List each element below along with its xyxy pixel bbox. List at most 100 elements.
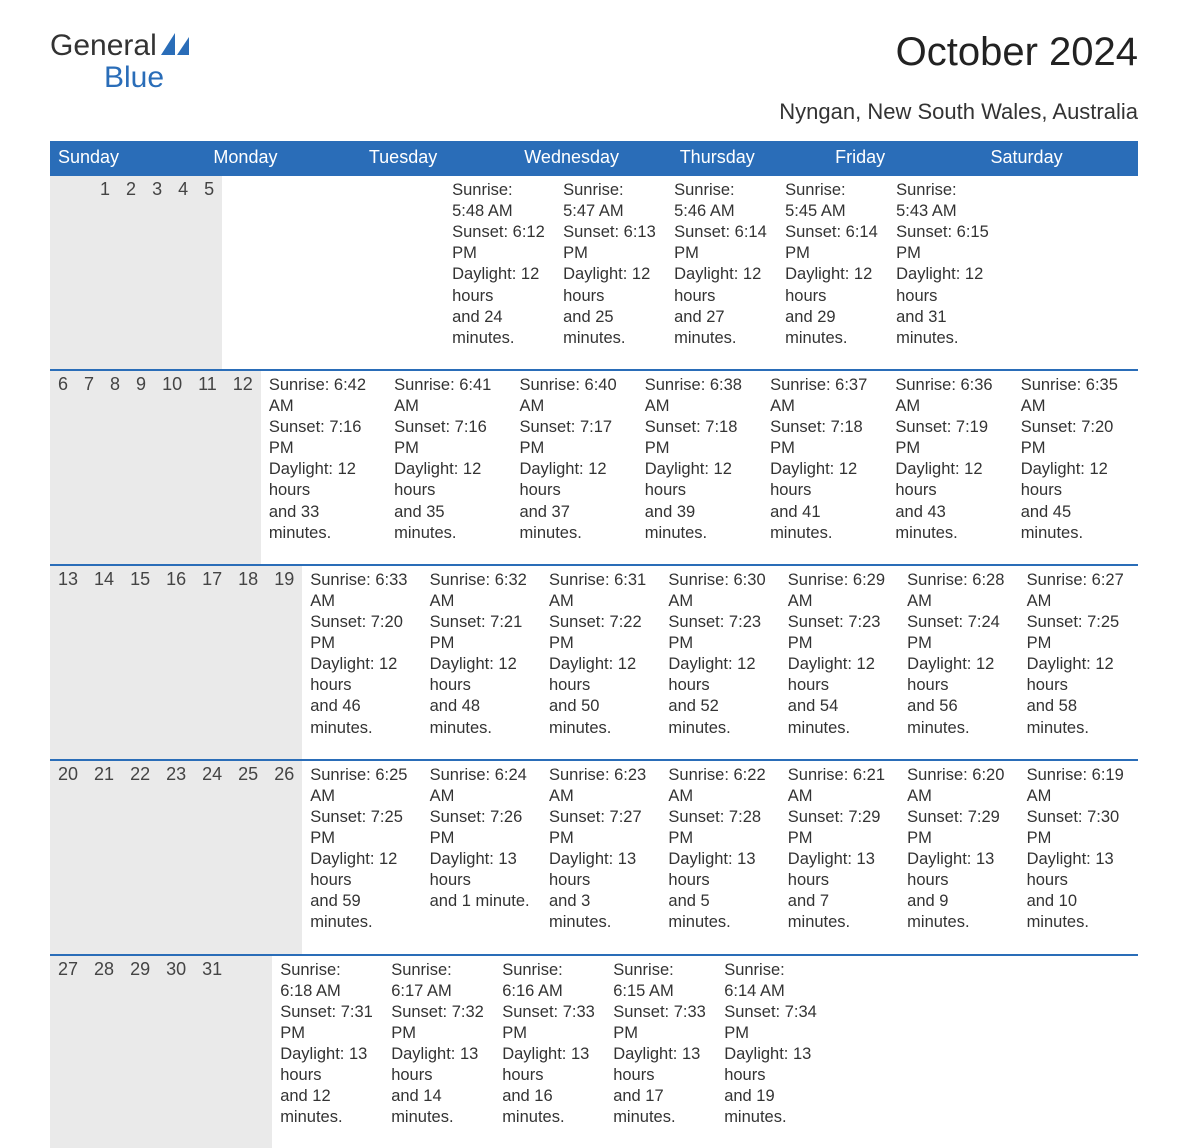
daylight-text-1: Daylight: 13 hours [907,849,1010,891]
daylight-text-2: and 16 minutes. [502,1086,597,1128]
day-content: Sunrise: 6:33 AMSunset: 7:20 PMDaylight:… [302,566,421,759]
dow-sun: Sunday [50,141,205,174]
day-number: 8 [102,371,128,564]
sunrise-text: Sunrise: 5:46 AM [674,180,769,222]
day-content: Sunrise: 6:23 AMSunset: 7:27 PMDaylight:… [541,761,660,954]
sunset-text: Sunset: 7:19 PM [895,417,1004,459]
daylight-text-2: and 1 minute. [430,891,533,912]
day-content: Sunrise: 6:32 AMSunset: 7:21 PMDaylight:… [422,566,541,759]
logo-word1: General [50,30,157,62]
day-number: 5 [196,176,222,369]
daylight-text-1: Daylight: 12 hours [310,654,413,696]
dow-thu: Thursday [672,141,827,174]
sunset-text: Sunset: 7:28 PM [668,807,771,849]
daylight-text-2: and 24 minutes. [452,307,547,349]
daylight-text-1: Daylight: 12 hours [668,654,771,696]
daylight-text-1: Daylight: 12 hours [896,264,991,306]
daylight-text-1: Daylight: 12 hours [785,264,880,306]
daylight-text-2: and 48 minutes. [430,696,533,738]
daylight-text-2: and 12 minutes. [280,1086,375,1128]
day-content: Sunrise: 6:36 AMSunset: 7:19 PMDaylight:… [887,371,1012,564]
page-title: October 2024 [779,30,1138,75]
day-number: 19 [266,566,302,759]
sunset-text: Sunset: 7:31 PM [280,1002,375,1044]
calendar-week: 12345Sunrise: 5:48 AMSunset: 6:12 PMDayl… [50,174,1138,369]
sunset-text: Sunset: 7:18 PM [645,417,754,459]
sunset-text: Sunset: 7:18 PM [770,417,879,459]
sunrise-text: Sunrise: 6:17 AM [391,960,486,1002]
day-number: 24 [194,761,230,954]
daylight-text-1: Daylight: 12 hours [907,654,1010,696]
sunrise-text: Sunrise: 5:45 AM [785,180,880,222]
day-number: 16 [158,566,194,759]
sunset-text: Sunset: 7:25 PM [310,807,413,849]
daylight-text-2: and 27 minutes. [674,307,769,349]
daycontent-row: Sunrise: 6:33 AMSunset: 7:20 PMDaylight:… [302,566,1138,759]
calendar-week: 13141516171819Sunrise: 6:33 AMSunset: 7:… [50,564,1138,759]
day-number: 26 [266,761,302,954]
daylight-text-2: and 41 minutes. [770,502,879,544]
daylight-text-1: Daylight: 13 hours [724,1044,819,1086]
daylight-text-1: Daylight: 13 hours [549,849,652,891]
daylight-text-1: Daylight: 13 hours [613,1044,708,1086]
sunset-text: Sunset: 7:29 PM [788,807,891,849]
daylight-text-1: Daylight: 12 hours [645,459,754,501]
day-content: Sunrise: 6:19 AMSunset: 7:30 PMDaylight:… [1019,761,1138,954]
day-content: Sunrise: 5:45 AMSunset: 6:14 PMDaylight:… [777,176,888,369]
day-number: 28 [86,956,122,1148]
sunset-text: Sunset: 7:27 PM [549,807,652,849]
daylight-text-2: and 33 minutes. [269,502,378,544]
day-content [938,956,1049,1148]
day-number: 12 [225,371,261,564]
daylight-text-2: and 54 minutes. [788,696,891,738]
daylight-text-1: Daylight: 12 hours [674,264,769,306]
day-number: 22 [122,761,158,954]
sunset-text: Sunset: 7:33 PM [613,1002,708,1044]
sunrise-text: Sunrise: 6:27 AM [1027,570,1130,612]
sunrise-text: Sunrise: 6:31 AM [549,570,652,612]
sunrise-text: Sunrise: 6:14 AM [724,960,819,1002]
dow-fri: Friday [827,141,982,174]
day-content: Sunrise: 6:40 AMSunset: 7:17 PMDaylight:… [511,371,636,564]
day-number: 6 [50,371,76,564]
daylight-text-2: and 46 minutes. [310,696,413,738]
day-content: Sunrise: 6:17 AMSunset: 7:32 PMDaylight:… [383,956,494,1148]
daylight-text-2: and 39 minutes. [645,502,754,544]
daylight-text-2: and 37 minutes. [519,502,628,544]
sunrise-text: Sunrise: 6:36 AM [895,375,1004,417]
sunset-text: Sunset: 7:30 PM [1027,807,1130,849]
daylight-text-1: Daylight: 13 hours [280,1044,375,1086]
header: General Blue October 2024 Nyngan, New So… [50,30,1138,133]
day-number: 31 [194,956,230,1148]
daylight-text-2: and 35 minutes. [394,502,503,544]
daylight-text-1: Daylight: 13 hours [1027,849,1130,891]
day-content [333,176,444,369]
day-content: Sunrise: 6:28 AMSunset: 7:24 PMDaylight:… [899,566,1018,759]
daylight-text-2: and 56 minutes. [907,696,1010,738]
daylight-text-1: Daylight: 12 hours [394,459,503,501]
daylight-text-2: and 52 minutes. [668,696,771,738]
day-content: Sunrise: 6:38 AMSunset: 7:18 PMDaylight:… [637,371,762,564]
daynum-row: 13141516171819 [50,566,302,759]
daycontent-row: Sunrise: 5:48 AMSunset: 6:12 PMDaylight:… [222,176,999,369]
sunrise-text: Sunrise: 6:25 AM [310,765,413,807]
sunset-text: Sunset: 7:16 PM [269,417,378,459]
sunset-text: Sunset: 7:17 PM [519,417,628,459]
day-content: Sunrise: 6:21 AMSunset: 7:29 PMDaylight:… [780,761,899,954]
day-content: Sunrise: 6:20 AMSunset: 7:29 PMDaylight:… [899,761,1018,954]
day-content: Sunrise: 6:41 AMSunset: 7:16 PMDaylight:… [386,371,511,564]
dow-wed: Wednesday [516,141,671,174]
daylight-text-2: and 43 minutes. [895,502,1004,544]
day-number: 4 [170,176,196,369]
sunrise-text: Sunrise: 6:19 AM [1027,765,1130,807]
daylight-text-2: and 9 minutes. [907,891,1010,933]
day-number: 18 [230,566,266,759]
daylight-text-2: and 45 minutes. [1021,502,1130,544]
day-number: 1 [92,176,118,369]
sunrise-text: Sunrise: 6:42 AM [269,375,378,417]
day-content: Sunrise: 6:15 AMSunset: 7:33 PMDaylight:… [605,956,716,1148]
daynum-row: 2728293031 [50,956,272,1148]
daylight-text-1: Daylight: 12 hours [563,264,658,306]
daylight-text-1: Daylight: 13 hours [668,849,771,891]
daylight-text-1: Daylight: 12 hours [1021,459,1130,501]
